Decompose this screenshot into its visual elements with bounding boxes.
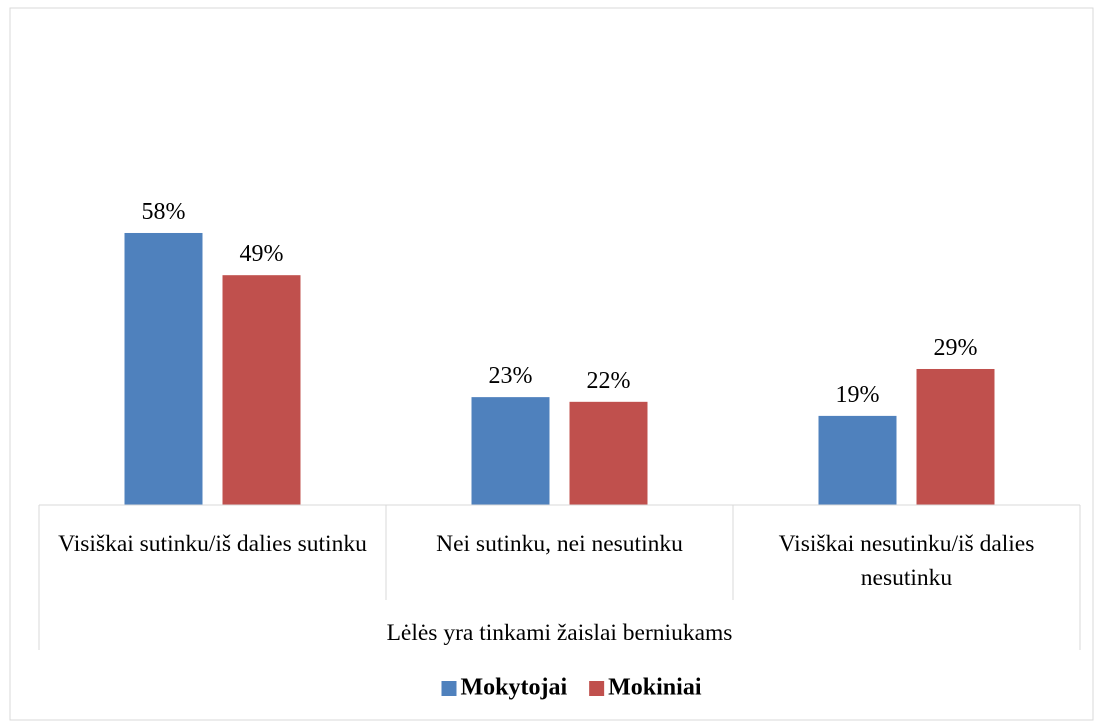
data-label: 58% <box>142 199 186 225</box>
data-label: 23% <box>489 363 533 389</box>
x-tick-label: Visiškai sutinku/iš dalies sutinku <box>58 531 367 557</box>
data-label: 49% <box>240 241 284 267</box>
bar <box>916 368 995 505</box>
bar <box>818 415 897 505</box>
legend-swatch <box>441 681 457 696</box>
legend-swatch <box>589 681 605 696</box>
x-axis-label: Lėlės yra tinkami žaislai berniukams <box>386 620 733 646</box>
bar <box>569 401 648 505</box>
legend-label: Mokiniai <box>608 675 702 701</box>
data-label: 22% <box>587 368 631 394</box>
bar <box>471 397 550 505</box>
data-label: 19% <box>836 382 880 408</box>
data-label: 29% <box>934 335 978 361</box>
legend-label: Mokytojai <box>460 675 567 701</box>
bar <box>222 275 301 505</box>
x-tick-label: Visiškai nesutinku/iš dalies nesutinku <box>778 531 1035 591</box>
bar <box>124 232 203 506</box>
x-tick-label: Nei sutinku, nei nesutinku <box>436 531 683 557</box>
